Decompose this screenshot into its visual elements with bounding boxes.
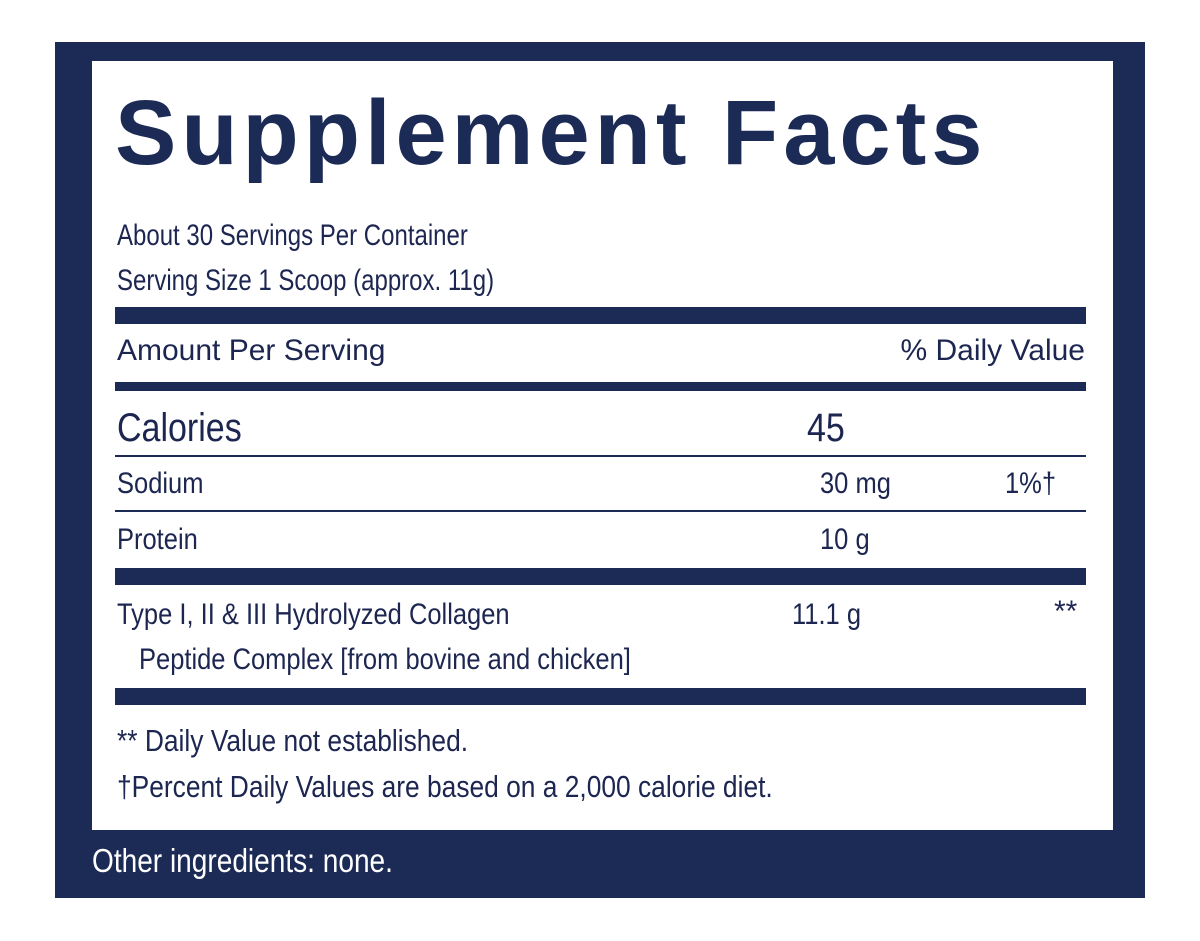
row-divider <box>115 510 1086 512</box>
collagen-name-line2: Peptide Complex [from bovine and chicken… <box>139 643 631 676</box>
collagen-amount: 11.1 g <box>792 598 862 631</box>
other-ingredients: Other ingredients: none. <box>92 842 393 879</box>
thick-divider <box>115 568 1086 585</box>
serving-size: Serving Size 1 Scoop (approx. 11g) <box>117 264 495 297</box>
nutrient-name: Protein <box>117 523 198 556</box>
collagen-daily-value: ** <box>1054 595 1078 628</box>
nutrient-name: Sodium <box>117 467 204 500</box>
footnote-percent-basis: †Percent Daily Values are based on a 2,0… <box>117 769 773 804</box>
thick-divider <box>115 688 1086 705</box>
row-divider <box>115 455 1086 457</box>
facts-panel: Supplement Facts About 30 Servings Per C… <box>92 61 1113 830</box>
calories-label: Calories <box>117 406 242 450</box>
footnote-not-established: ** Daily Value not established. <box>117 723 469 758</box>
calories-amount: 45 <box>807 406 845 450</box>
amount-per-serving-header: Amount Per Serving <box>117 334 386 367</box>
collagen-name-line1: Type I, II & III Hydrolyzed Collagen <box>117 598 510 631</box>
servings-per-container: About 30 Servings Per Container <box>117 219 468 252</box>
nutrient-amount: 30 mg <box>820 467 891 500</box>
label-title: Supplement Facts <box>115 82 988 184</box>
thick-divider <box>115 307 1086 324</box>
daily-value-header: % Daily Value <box>900 334 1085 367</box>
nutrient-amount: 10 g <box>820 523 870 556</box>
medium-divider <box>115 382 1086 391</box>
nutrient-daily-value: 1%† <box>1005 467 1057 500</box>
